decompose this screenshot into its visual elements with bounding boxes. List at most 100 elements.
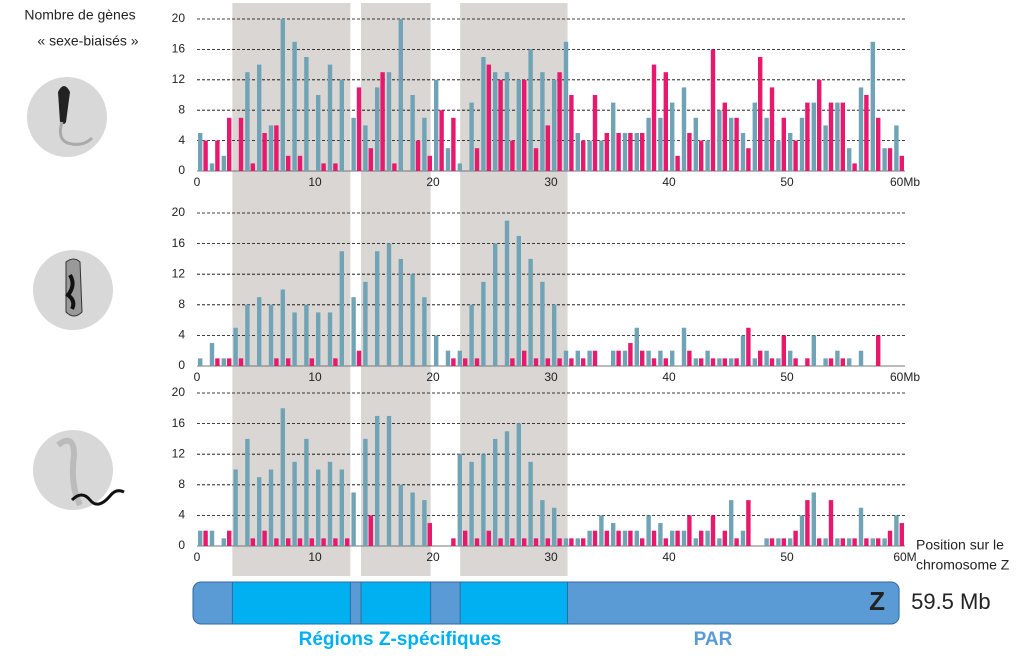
bar (640, 538, 645, 546)
bar (522, 79, 527, 171)
bar (563, 538, 569, 546)
bar (640, 350, 645, 366)
bar (227, 530, 232, 546)
x-tick-label: 20 (426, 175, 440, 189)
bar (681, 530, 687, 546)
x-tick-label: 30 (544, 175, 558, 189)
x-tick-label: 30 (544, 550, 558, 564)
x-tick-label: 10 (308, 550, 322, 564)
bar (581, 358, 586, 366)
bar (540, 72, 545, 171)
bar (316, 469, 321, 546)
bar (781, 335, 786, 366)
bar (363, 438, 368, 546)
bar (457, 350, 462, 366)
bar (793, 140, 798, 171)
bar (811, 102, 816, 171)
y-tick-label: 20 (172, 11, 186, 25)
bar (215, 140, 220, 171)
bar (268, 125, 274, 171)
bar (611, 350, 616, 366)
bar (640, 133, 645, 171)
bar (599, 515, 604, 546)
x-tick-label: 30 (544, 370, 558, 384)
icons (27, 77, 125, 510)
y-tick-label: 8 (178, 477, 185, 491)
bar (422, 297, 427, 366)
bar (646, 350, 651, 366)
bar (238, 358, 244, 366)
bar (823, 538, 828, 546)
x-tick-label: 50 (780, 175, 794, 189)
bar (670, 530, 675, 546)
bar (493, 72, 498, 171)
bar (722, 102, 727, 171)
bar (592, 530, 598, 546)
bar (451, 117, 456, 171)
bar (805, 358, 810, 366)
bar (646, 117, 651, 171)
bar (316, 312, 321, 366)
bar (864, 538, 869, 546)
bar (280, 19, 285, 171)
bar (805, 500, 810, 546)
bar (386, 415, 392, 546)
y-tick-label: 16 (172, 42, 186, 56)
bar (764, 538, 769, 546)
bar (221, 358, 226, 366)
bar (457, 454, 462, 546)
bar (729, 358, 734, 366)
chromosome-label: Z (869, 586, 885, 616)
bar (286, 538, 291, 546)
bar (835, 102, 840, 171)
bar (474, 538, 480, 546)
bar (439, 110, 444, 171)
bar (297, 538, 303, 546)
y-tick-label: 0 (178, 538, 185, 552)
bar (198, 530, 203, 546)
bar (740, 530, 746, 546)
bar (734, 358, 739, 366)
bar (356, 87, 362, 171)
x-tick-label: 60Mb (890, 175, 920, 189)
bar (552, 507, 557, 546)
bar (646, 515, 651, 546)
bar (717, 110, 722, 171)
bar (658, 117, 663, 171)
y-tick-label: 4 (178, 133, 185, 147)
bar (463, 530, 468, 546)
bar (522, 350, 527, 366)
bar (321, 538, 326, 546)
bar (658, 350, 663, 366)
bar (823, 125, 828, 171)
bar (740, 133, 746, 171)
bar (769, 87, 775, 171)
bar (445, 148, 451, 171)
y-tick-label: 8 (178, 102, 185, 116)
bar (729, 117, 734, 171)
bar (651, 64, 657, 171)
bar (262, 133, 267, 171)
bar (545, 538, 550, 546)
shaded-region (460, 3, 568, 576)
bar (498, 79, 503, 171)
bar (375, 87, 380, 171)
bar (257, 297, 262, 366)
bar (268, 469, 274, 546)
bar (764, 117, 769, 171)
bar (663, 358, 668, 366)
bar (274, 125, 279, 171)
bar (245, 304, 250, 366)
bar (528, 258, 533, 366)
x-axis-label: chromosome Z (916, 557, 1010, 573)
bar (799, 515, 805, 546)
bar (823, 358, 828, 366)
bar (734, 117, 739, 171)
bar (569, 358, 574, 366)
bar (622, 530, 628, 546)
bar (203, 530, 208, 546)
bar (681, 327, 687, 366)
bar (292, 41, 297, 171)
bar (604, 133, 609, 171)
